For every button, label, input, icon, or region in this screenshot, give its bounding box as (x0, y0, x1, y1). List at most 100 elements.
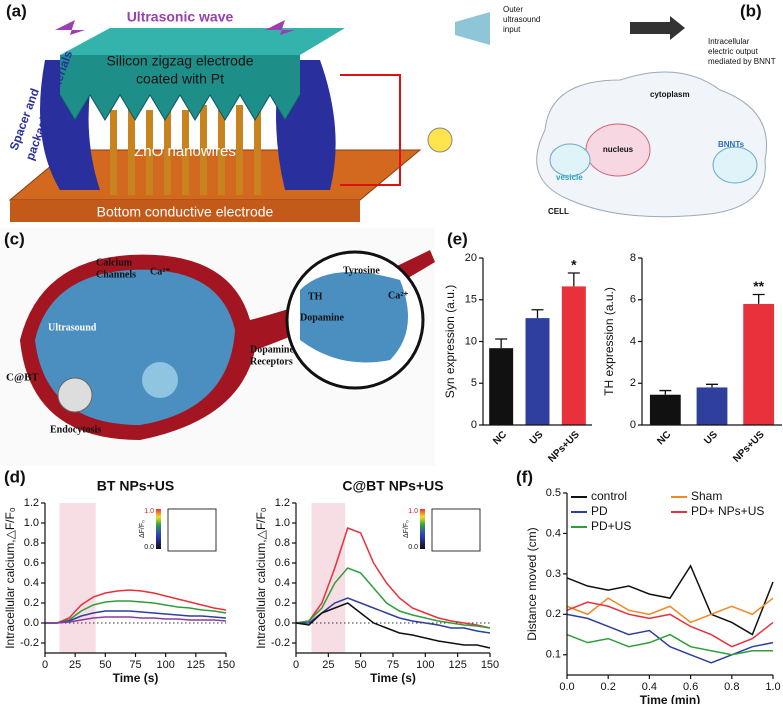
transducer (455, 12, 490, 45)
bar (561, 286, 586, 425)
y-tick-label: 0.0 (275, 617, 290, 629)
axis (566, 493, 773, 676)
y-tick-label: 15 (465, 294, 477, 306)
axis (641, 258, 782, 426)
label: cytoplasm (650, 90, 690, 99)
diagram-a: Ultrasonic wave Silicon zigzag electrode… (7, 9, 453, 222)
y-axis-label: Intracellular calcium,△F/F₀ (254, 507, 268, 649)
bulb (427, 127, 453, 153)
nanowires (110, 105, 261, 195)
chart-title: C@BT NPs+US (342, 478, 443, 494)
x-tick-label: 100 (156, 659, 174, 671)
y-tick-label: 1.2 (275, 497, 290, 509)
inset-image (167, 508, 217, 552)
y-axis-label: Syn expression (a.u.) (443, 285, 457, 398)
x-tick-label: US (528, 429, 546, 447)
line (566, 613, 774, 664)
line (45, 589, 227, 624)
label: Ca²⁺ (150, 266, 171, 277)
y-tick-label: 0 (630, 419, 636, 431)
x-tick-label: 150 (217, 659, 235, 671)
label: Calcium (96, 257, 133, 268)
panel-label: (e) (447, 229, 468, 248)
y-tick-label: 1.0 (24, 517, 39, 529)
shaded-region (311, 503, 346, 653)
x-axis-label: Time (s) (113, 671, 159, 685)
annotation: ** (753, 278, 764, 294)
x-tick-label: 0.6 (683, 681, 698, 693)
y-tick-label: 2 (630, 377, 636, 389)
x-tick-label: 75 (129, 659, 141, 671)
label: mediated by BNNT (708, 57, 776, 66)
x-tick-label: 0.0 (559, 681, 574, 693)
label: Ultrasound (48, 322, 97, 333)
x-tick-label: NPs+US (731, 429, 767, 465)
error-bar (495, 338, 508, 349)
x-tick-label: 125 (187, 659, 205, 671)
chart-title: BT NPs+US (97, 478, 174, 494)
x-axis-label: Time (s) (370, 671, 416, 685)
colorbar-label: ΔF/F₀ (139, 520, 146, 538)
vesicle-shape (549, 143, 591, 177)
terminal (300, 272, 408, 363)
y-tick-label: 1.0 (275, 517, 290, 529)
error-bar (706, 383, 718, 388)
line (566, 601, 774, 648)
x-tick-label: 1.0 (765, 681, 780, 693)
colorbar (420, 509, 425, 549)
x-axis-label: Time (min) (640, 693, 700, 704)
panel-label: (c) (4, 229, 25, 248)
x-tick-label: 50 (355, 659, 367, 671)
y-tick-label: 0.5 (546, 487, 561, 499)
error-bar (659, 389, 672, 395)
y-tick-label: 0.0 (24, 617, 39, 629)
x-tick-label: US (702, 429, 720, 447)
inset-image (431, 508, 481, 552)
label: nucleus (603, 145, 634, 154)
y-tick-label: -0.2 (271, 637, 290, 649)
x-tick-label: 0.8 (724, 681, 739, 693)
label: vesicle (556, 173, 583, 182)
legend-label: PD+ NPs+US (691, 504, 764, 518)
label: Receptors (250, 356, 293, 367)
y-axis-label: Intracellular calcium,△F/F₀ (3, 507, 17, 649)
y-tick-label: 0.1 (546, 649, 561, 661)
bar (743, 303, 775, 425)
bar (525, 318, 550, 425)
x-tick-label: NC (655, 429, 673, 447)
colorbar (156, 509, 161, 549)
label: Intracellular (708, 37, 750, 46)
label: TH (308, 291, 323, 302)
label: Bottom conductive electrode (97, 204, 274, 220)
panel-label: (d) (4, 467, 26, 486)
y-tick-label: 6 (630, 294, 636, 306)
legend-label: Sham (691, 489, 722, 503)
bottom-edge (10, 200, 360, 222)
vesicle-shape (712, 146, 758, 184)
zigzag (59, 94, 301, 121)
legend-label: PD+US (591, 519, 631, 533)
line (45, 616, 227, 624)
y-tick-label: 4 (630, 335, 636, 347)
label: Silicon zigzag electrode (106, 53, 253, 69)
label: Tyrosine (343, 265, 380, 276)
line (566, 597, 774, 624)
error-bar (531, 309, 544, 319)
x-tick-label: 75 (387, 659, 399, 671)
label: C@BT (6, 372, 40, 384)
x-tick-label: 0 (42, 659, 48, 671)
y-tick-label: 1.2 (24, 497, 39, 509)
x-tick-label: NC (491, 429, 509, 447)
colorbar-label: 1.0 (144, 508, 154, 515)
x-tick-label: 0.2 (601, 681, 616, 693)
y-tick-label: 0 (471, 419, 477, 431)
y-tick-label: 0.4 (546, 527, 561, 539)
y-tick-label: 0.2 (275, 597, 290, 609)
x-tick-label: 0.4 (642, 681, 657, 693)
line (295, 567, 491, 629)
label: ZnO nanowires (134, 143, 236, 160)
label: Dopamine (250, 344, 294, 355)
colorbar-label: 0.0 (408, 544, 418, 551)
y-tick-label: 0.3 (546, 568, 561, 580)
